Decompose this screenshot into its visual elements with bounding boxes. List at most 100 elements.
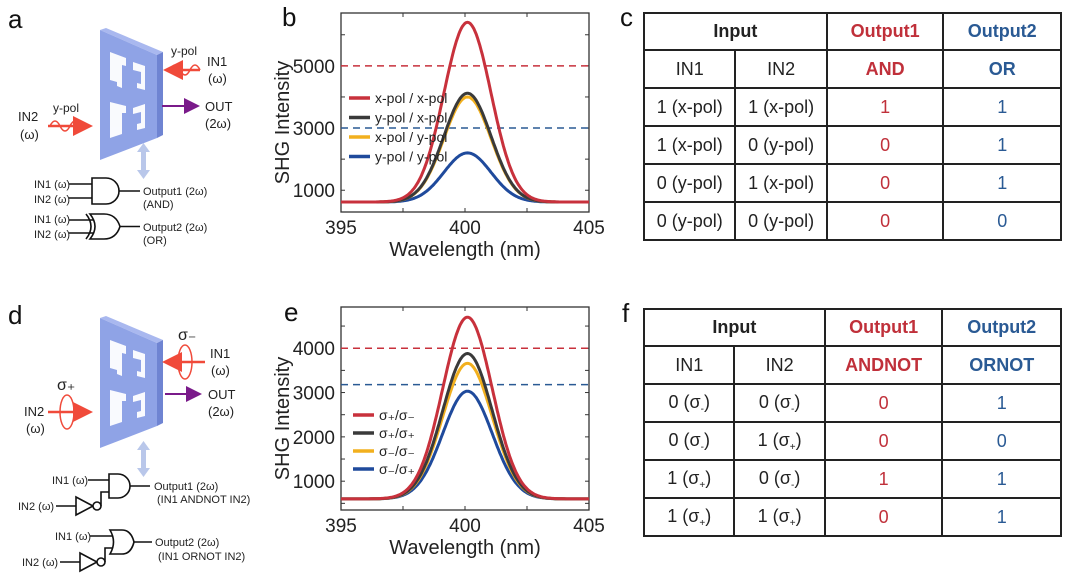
panel-label-a: a <box>8 4 23 34</box>
subheader-in2: IN2 <box>733 345 826 385</box>
gate2-in1: IN1 (ω) <box>34 214 70 226</box>
legend-label: σ₋/σ₊ <box>379 461 415 477</box>
header-output2: Output2 <box>942 12 1062 51</box>
in1-circular-beam-icon <box>162 344 205 380</box>
x-tick-label: 405 <box>573 218 605 239</box>
legend-label: y-pol / x-pol <box>375 110 447 126</box>
cell-in1: 1 (x-pol) <box>642 87 737 127</box>
ornot-gate-icon <box>60 529 152 573</box>
cell-in2: 1 (x-pol) <box>734 87 828 127</box>
cell-in2: 0 (σ-) <box>733 383 826 423</box>
in2-pol-label: σ₊ <box>57 377 75 394</box>
subheader-andnot: ANDNOT <box>823 345 944 385</box>
in2-freq: (ω) <box>26 421 45 436</box>
gate2-in2: IN2 (ω) <box>22 557 58 569</box>
x-axis-label: Wavelength (nm) <box>389 239 541 261</box>
cell-output2: 1 <box>942 125 1062 165</box>
table-row: 1 (σ+) 0 (σ-) 1 1 <box>642 459 1062 499</box>
gate2-type: (OR) <box>143 235 167 247</box>
panel-label-c: c <box>620 2 633 32</box>
table-row: 1 (x-pol) 1 (x-pol) 1 1 <box>642 87 1062 127</box>
panel-label-d: d <box>8 300 23 330</box>
in2-circular-beam-icon <box>48 394 93 430</box>
cell-in1: 0 (σ-) <box>642 421 736 461</box>
panel-label-f: f <box>622 298 630 328</box>
andnot-gate-icon <box>56 473 150 517</box>
double-arrow-icon <box>137 441 150 477</box>
x-tick-label: 405 <box>573 516 605 537</box>
cell-output1: 0 <box>823 383 944 423</box>
cell-in2: 1 (σ+) <box>733 421 826 461</box>
gate2-type: (IN1 ORNOT IN2) <box>158 551 245 563</box>
cell-in1: 1 (σ+) <box>642 459 736 499</box>
cell-output2: 1 <box>941 383 1062 423</box>
out-freq: (2ω) <box>205 116 231 131</box>
table-row: 1 (x-pol) 0 (y-pol) 0 1 <box>642 125 1062 165</box>
in1-label: IN1 <box>207 54 227 69</box>
y-tick-label: 2000 <box>293 428 335 449</box>
cell-output2: 0 <box>941 421 1062 461</box>
y-tick-label: 1000 <box>293 181 335 202</box>
subscript: - <box>791 403 795 415</box>
header-output1: Output1 <box>823 308 944 347</box>
chart-b: 395 400 405 1000 3000 5000 Wavelength (nm) SHG … <box>272 12 605 261</box>
in1-pol-label: σ₋ <box>178 327 196 344</box>
truth-table-f: Input Output1 Output2 IN1 IN2 ANDNOT ORN… <box>642 308 1062 537</box>
header-output1: Output1 <box>825 12 945 51</box>
logic-diagram-d: σ₋ IN1 (ω) σ₊ IN2 (ω) OUT (2ω) IN1 (ω) I… <box>18 316 250 573</box>
legend-label: x-pol / x-pol <box>375 90 447 106</box>
in1-freq: (ω) <box>208 71 227 86</box>
cell-output2: 1 <box>942 163 1062 203</box>
table-row: 0 (y-pol) 0 (y-pol) 0 0 <box>642 201 1062 241</box>
subheader-in2: IN2 <box>734 49 828 89</box>
gate1-type: (AND) <box>143 199 174 211</box>
gate1-output: Output1 (2ω) <box>154 481 218 493</box>
cell-output2: 1 <box>941 459 1062 499</box>
gate2-in2: IN2 (ω) <box>34 229 70 241</box>
cell-in1: 0 (y-pol) <box>642 201 737 241</box>
cell-output1: 0 <box>825 163 945 203</box>
cell-in1: 0 (σ-) <box>642 383 736 423</box>
table-row: 0 (y-pol) 1 (x-pol) 0 1 <box>642 163 1062 203</box>
x-tick-label: 400 <box>449 218 481 239</box>
subscript: + <box>789 517 796 529</box>
cell-output2: 1 <box>941 497 1062 537</box>
series-line-red <box>340 20 590 204</box>
gate1-in1: IN1 (ω) <box>52 475 88 487</box>
table-row: 0 (σ-) 0 (σ-) 0 1 <box>642 383 1062 423</box>
in1-label: IN1 <box>210 346 230 361</box>
cell-output2: 0 <box>942 201 1062 241</box>
in2-pol-label: y-pol <box>53 101 79 115</box>
in2-label: IN2 <box>18 109 38 124</box>
subscript: + <box>699 517 706 529</box>
subheader-in1: IN1 <box>642 345 736 385</box>
gate2-output: Output2 (2ω) <box>155 537 219 549</box>
cell-output1: 0 <box>823 497 944 537</box>
chart-e: 395 400 405 1000 2000 3000 4000 Wavelength (nm)… <box>272 306 605 559</box>
cell-in2: 1 (x-pol) <box>734 163 828 203</box>
cell-in2: 0 (y-pol) <box>734 125 828 165</box>
header-input: Input <box>643 12 828 51</box>
subscript: - <box>700 441 704 453</box>
cell-in1: 1 (x-pol) <box>642 125 737 165</box>
gate1-in2: IN2 (ω) <box>18 501 54 513</box>
x-tick-label: 395 <box>325 516 357 537</box>
gate2-output: Output2 (2ω) <box>143 222 207 234</box>
logic-diagram-a: y-pol IN1 (ω) y-pol IN2 (ω) OUT (2ω) IN1… <box>18 28 233 247</box>
y-axis-label: SHG Intensity <box>272 357 294 480</box>
series-line-red <box>340 315 590 501</box>
in2-freq: (ω) <box>20 127 39 142</box>
cell-output1: 1 <box>825 87 945 127</box>
and-gate-icon <box>69 177 140 205</box>
cell-in1: 1 (σ+) <box>642 497 736 537</box>
subheader-or: OR <box>942 49 1062 89</box>
legend-label: σ₊/σ₊ <box>379 425 415 441</box>
header-input: Input <box>643 308 826 347</box>
cell-output1: 0 <box>823 421 944 461</box>
gate1-type: (IN1 ANDNOT IN2) <box>157 494 250 506</box>
subheader-and: AND <box>825 49 945 89</box>
cell-output1: 1 <box>823 459 944 499</box>
legend-label: σ₊/σ₋ <box>379 407 415 423</box>
in2-beam-icon <box>48 116 93 136</box>
panel-label-b: b <box>282 2 297 32</box>
